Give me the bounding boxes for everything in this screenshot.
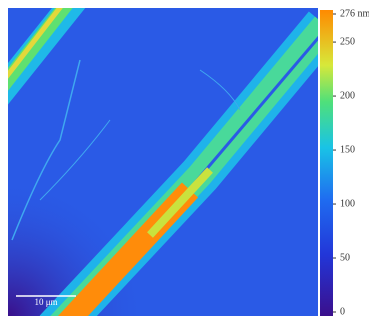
afm-image <box>8 8 318 316</box>
colorbar-tick-label: 276 nm <box>340 8 369 19</box>
colorbar-tick-label: 0 <box>340 306 345 317</box>
colorbar <box>320 10 333 316</box>
colorbar-tick-label: 150 <box>340 144 355 155</box>
colorbar-tick-label: 100 <box>340 198 355 209</box>
colorbar-tick-label: 50 <box>340 252 350 263</box>
scale-bar-label: 10 μm <box>34 297 57 307</box>
colorbar-tick-label: 200 <box>340 90 355 101</box>
colorbar-tick-label: 250 <box>340 36 355 47</box>
